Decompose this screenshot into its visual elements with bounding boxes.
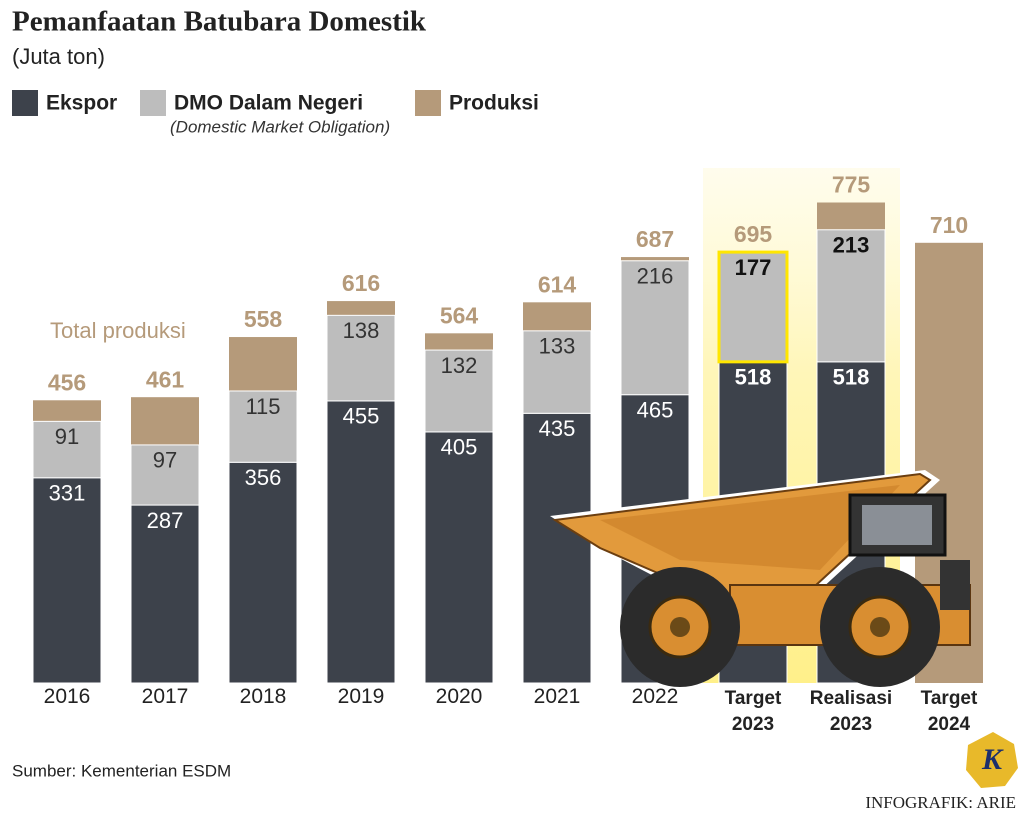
value-label: 455 (343, 404, 380, 429)
value-label: 405 (441, 435, 478, 460)
value-label: 213 (833, 233, 870, 258)
bar-ekspor (522, 412, 592, 684)
credit: INFOGRAFIK: ARIE (865, 793, 1016, 812)
total-label: 775 (832, 172, 871, 198)
value-label: 132 (441, 353, 478, 378)
bar-ekspor (228, 461, 298, 684)
subtitle: (Juta ton) (12, 44, 105, 69)
bar-dmo (326, 314, 396, 402)
bar-dmo (816, 229, 886, 363)
value-label: 331 (49, 481, 86, 506)
value-label: 435 (539, 416, 576, 441)
x-tick-label: 2020 (435, 685, 483, 708)
bars: 456 331 91 461 287 97 558 356 115 616 455 138 564 405… (32, 172, 983, 684)
value-label: 97 (153, 448, 177, 473)
x-tick-label: 2016 (43, 685, 91, 708)
truck-illustration (550, 470, 971, 687)
value-label: 115 (245, 394, 280, 419)
total-label: 461 (146, 366, 185, 392)
bar-dmo (620, 260, 690, 396)
bar-ekspor (32, 477, 102, 684)
source: Sumber: Kementerian ESDM (12, 761, 231, 780)
value-label: 287 (147, 508, 184, 533)
total-label: 695 (734, 221, 773, 247)
bar-dmo (522, 330, 592, 414)
bar-ekspor (424, 431, 494, 684)
legend-swatch (415, 90, 441, 116)
legend-swatch (140, 90, 166, 116)
legend-label: Ekspor (46, 92, 117, 115)
total-label: 614 (538, 271, 577, 297)
total-label: 687 (636, 226, 674, 252)
value-label: 177 (735, 255, 772, 280)
total-label: 456 (48, 369, 86, 395)
bar-dmo (228, 390, 298, 463)
x-tick-label: Target 2024 (920, 688, 978, 735)
value-label: 138 (343, 318, 380, 343)
value-label: 133 (539, 334, 576, 359)
x-tick-label: 2017 (141, 685, 189, 708)
value-label: 356 (245, 465, 282, 490)
value-label: 91 (55, 424, 79, 449)
total-label: 616 (342, 270, 380, 296)
bar-dmo (424, 349, 494, 433)
bar-dmo (130, 444, 200, 506)
value-label: 216 (637, 264, 674, 289)
x-tick-label: Realisasi 2023 (809, 688, 893, 735)
x-tick-label: 2022 (631, 685, 679, 708)
total-label: 558 (244, 306, 283, 332)
title: Pemanfaatan Batubara Domestik (12, 6, 427, 38)
legend-note: (Domestic Market Obligation) (170, 117, 390, 136)
legend-label: Produksi (449, 92, 539, 115)
legend-label: DMO Dalam Negeri (174, 92, 363, 115)
logo-badge (966, 732, 1018, 788)
value-label: 518 (833, 365, 870, 390)
x-tick-label: Target 2023 (724, 688, 782, 735)
value-label: 465 (637, 398, 674, 423)
logo: K (981, 743, 1004, 776)
x-tick-label: 2019 (337, 685, 385, 708)
bar-dmo (717, 250, 789, 364)
annotation-text: Total produksi (50, 318, 186, 343)
x-tick-label: 2021 (533, 685, 581, 708)
legend-swatch (12, 90, 38, 116)
x-tick-label: 2018 (239, 685, 287, 708)
bar-ekspor (130, 504, 200, 684)
annotation: Total produksi (50, 318, 186, 343)
total-label: 710 (930, 212, 968, 238)
bar-dmo (32, 420, 102, 479)
total-label: 564 (440, 302, 479, 328)
value-label: 518 (735, 365, 772, 390)
bar-ekspor (326, 400, 396, 684)
